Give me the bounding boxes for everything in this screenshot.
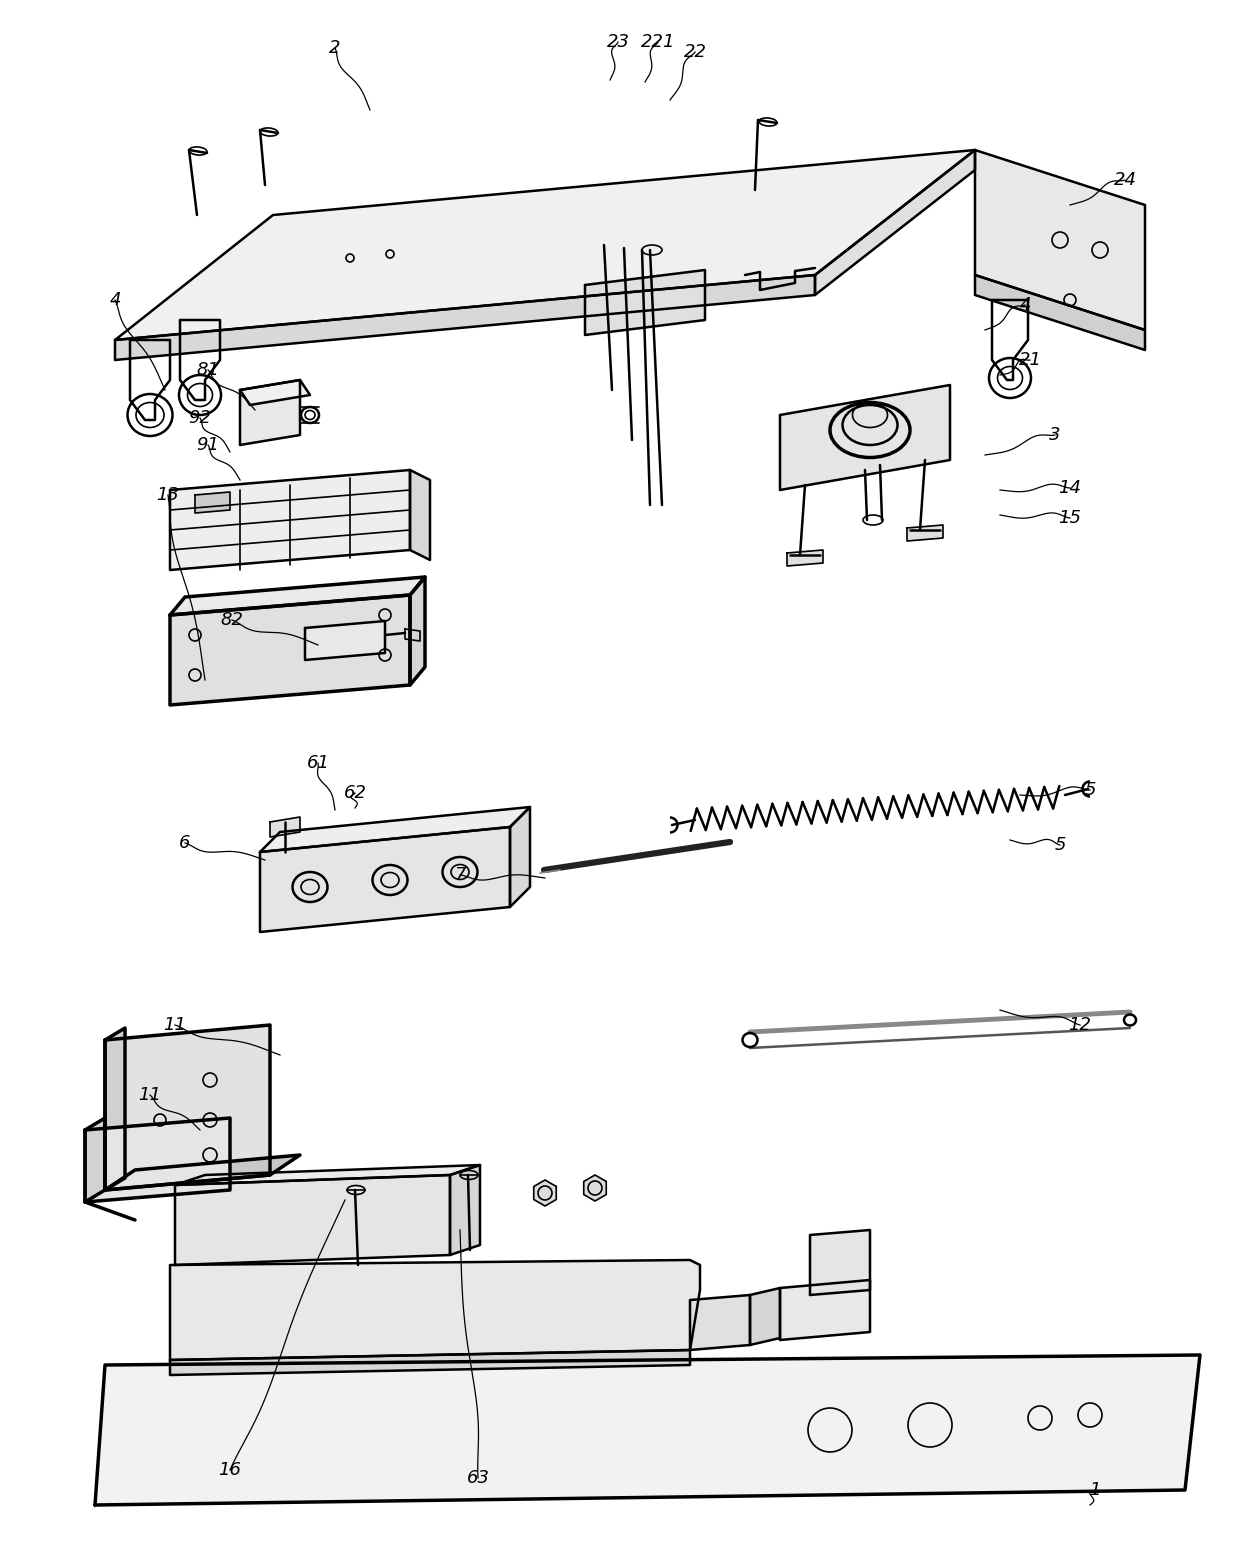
Polygon shape <box>170 471 410 569</box>
Polygon shape <box>260 807 529 852</box>
Polygon shape <box>241 380 310 404</box>
Polygon shape <box>975 275 1145 350</box>
Polygon shape <box>170 577 425 616</box>
Text: 13: 13 <box>156 486 180 505</box>
Polygon shape <box>170 596 410 705</box>
Polygon shape <box>195 492 229 512</box>
Text: 7: 7 <box>454 866 466 884</box>
Text: 24: 24 <box>1114 171 1137 188</box>
Text: 61: 61 <box>306 755 330 772</box>
Text: 12: 12 <box>1069 1015 1091 1034</box>
Polygon shape <box>115 275 815 360</box>
Text: 62: 62 <box>343 784 367 802</box>
Polygon shape <box>810 1230 870 1295</box>
Text: 92: 92 <box>188 409 212 427</box>
Text: 16: 16 <box>218 1461 242 1480</box>
Polygon shape <box>975 150 1145 330</box>
Polygon shape <box>175 1165 480 1185</box>
Polygon shape <box>260 827 510 932</box>
Polygon shape <box>780 1281 870 1339</box>
Polygon shape <box>787 549 823 566</box>
Text: 82: 82 <box>221 611 243 630</box>
Text: 15: 15 <box>1059 509 1081 528</box>
Text: 2: 2 <box>330 39 341 57</box>
Polygon shape <box>115 150 975 339</box>
Polygon shape <box>689 1295 750 1350</box>
Text: 22: 22 <box>683 43 707 62</box>
Polygon shape <box>241 380 300 444</box>
Text: 91: 91 <box>196 437 219 454</box>
Polygon shape <box>510 807 529 907</box>
Polygon shape <box>170 1261 701 1359</box>
Text: 14: 14 <box>1059 478 1081 497</box>
Text: 5: 5 <box>1084 781 1096 799</box>
Polygon shape <box>105 1025 270 1190</box>
Polygon shape <box>410 471 430 560</box>
Text: 4: 4 <box>109 292 120 309</box>
Polygon shape <box>450 1165 480 1254</box>
Text: 4: 4 <box>1019 296 1030 313</box>
Polygon shape <box>86 1119 105 1202</box>
Polygon shape <box>175 1176 450 1265</box>
Text: 11: 11 <box>139 1086 161 1103</box>
Polygon shape <box>95 1355 1200 1504</box>
Polygon shape <box>585 270 706 335</box>
Polygon shape <box>410 577 425 685</box>
Polygon shape <box>105 1156 300 1190</box>
Polygon shape <box>170 1350 689 1375</box>
Text: 63: 63 <box>466 1469 490 1487</box>
Polygon shape <box>533 1180 557 1207</box>
Polygon shape <box>105 1028 125 1190</box>
Polygon shape <box>584 1176 606 1200</box>
Polygon shape <box>780 386 950 491</box>
Text: 6: 6 <box>180 835 191 852</box>
Polygon shape <box>750 1288 780 1345</box>
Polygon shape <box>86 1119 229 1202</box>
Text: 1: 1 <box>1089 1481 1101 1498</box>
Text: 3: 3 <box>1049 426 1060 444</box>
Polygon shape <box>906 525 942 542</box>
Text: 81: 81 <box>196 361 219 380</box>
Text: 221: 221 <box>641 32 676 51</box>
Text: 23: 23 <box>606 32 630 51</box>
Text: 21: 21 <box>1018 350 1042 369</box>
Polygon shape <box>815 150 975 295</box>
Polygon shape <box>270 816 300 836</box>
Text: 11: 11 <box>164 1015 186 1034</box>
Text: 5: 5 <box>1054 836 1065 853</box>
Polygon shape <box>305 620 384 660</box>
